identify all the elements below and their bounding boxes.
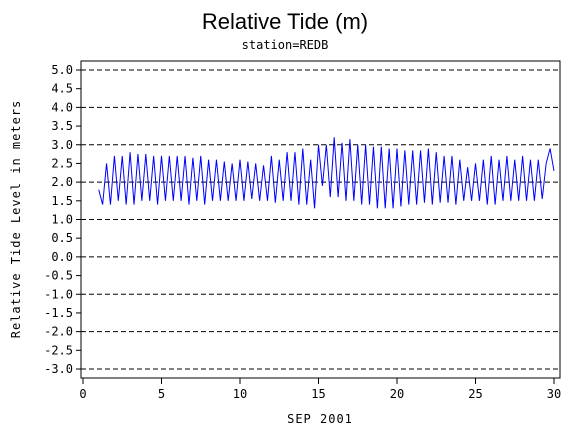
y-tick-label: -2.0	[44, 325, 73, 339]
y-tick-label: 4.5	[51, 82, 73, 96]
x-tick-label: 0	[79, 387, 86, 401]
y-tick-label: 1.5	[51, 194, 73, 208]
y-tick-label: 4.0	[51, 100, 73, 114]
x-tick-label: 20	[390, 387, 404, 401]
x-tick-label: 25	[468, 387, 482, 401]
y-tick-label: 1.0	[51, 213, 73, 227]
y-tick-label: 0.0	[51, 250, 73, 264]
y-gridlines	[81, 69, 560, 370]
y-tick-label: 3.5	[51, 119, 73, 133]
x-axis-label: SEP 2001	[287, 412, 353, 426]
y-tick-label: -0.5	[44, 269, 73, 283]
y-tick-label: 5.0	[51, 63, 73, 77]
y-tick-label: 2.5	[51, 156, 73, 170]
y-tick-label: -3.0	[44, 362, 73, 376]
chart-title: Relative Tide (m)	[202, 9, 368, 34]
x-tick-label: 10	[233, 387, 247, 401]
plot-frame	[80, 60, 561, 379]
x-axis-ticks: 0 5 10 15 20 25 30	[79, 378, 561, 401]
chart-subtitle: station=REDB	[242, 38, 329, 52]
x-tick-label: 5	[158, 387, 165, 401]
y-tick-label: 0.5	[51, 231, 73, 245]
y-tick-label: 3.0	[51, 138, 73, 152]
y-tick-label: -1.5	[44, 306, 73, 320]
x-tick-label: 30	[547, 387, 561, 401]
y-tick-label: -2.5	[44, 343, 73, 357]
x-tick-label: 15	[311, 387, 325, 401]
series-line-relative-tide	[98, 137, 555, 209]
y-tick-label: 2.0	[51, 175, 73, 189]
y-tick-label: -1.0	[44, 287, 73, 301]
y-axis-ticks: 5.0 4.5 4.0 3.5 3.0 2.5 2.0 1.5 1.0 0.5 0.0 -0.5 -1.…	[44, 63, 81, 376]
y-axis-label: Relative Tide Level in meters	[9, 100, 23, 339]
